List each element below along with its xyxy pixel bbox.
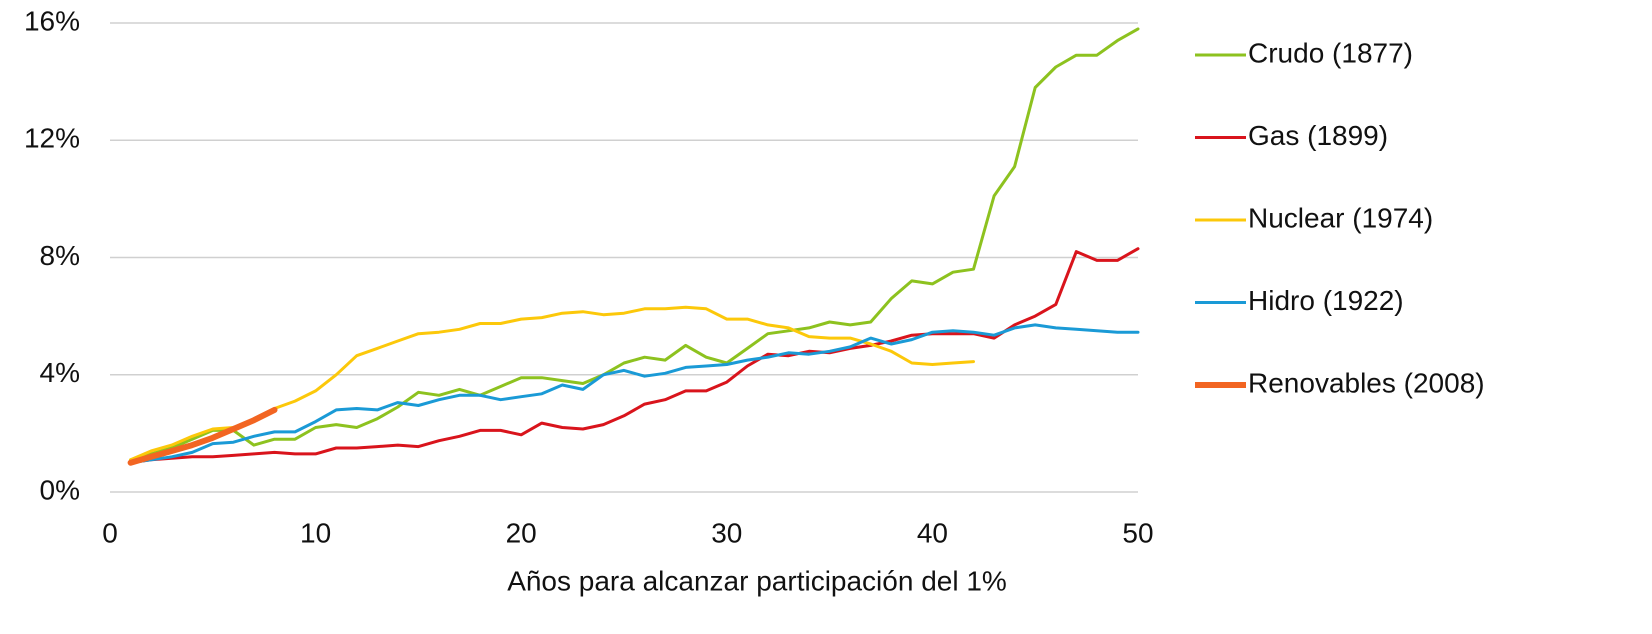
legend-label: Renovables (2008): [1248, 367, 1485, 398]
series-line: [129, 27, 1140, 462]
series-line: [127, 406, 278, 466]
y-tick-label: 0%: [40, 474, 80, 505]
legend-label: Hidro (1922): [1248, 285, 1404, 316]
y-tick-label: 12%: [24, 123, 80, 154]
legend-label: Crudo (1877): [1248, 37, 1413, 68]
series-line: [129, 247, 1140, 465]
y-tick-label: 4%: [40, 357, 80, 388]
legend-label: Gas (1899): [1248, 120, 1388, 151]
y-tick-label: 8%: [40, 240, 80, 271]
x-tick-label: 10: [300, 517, 331, 548]
x-tick-label: 30: [711, 517, 742, 548]
x-tick-label: 0: [102, 517, 118, 548]
legend-label: Nuclear (1974): [1248, 202, 1433, 233]
x-tick-label: 20: [506, 517, 537, 548]
x-tick-label: 40: [917, 517, 948, 548]
series-line: [129, 323, 1140, 465]
y-tick-label: 16%: [24, 5, 80, 36]
x-tick-label: 50: [1122, 517, 1153, 548]
x-axis-label: Años para alcanzar participación del 1%: [507, 565, 1007, 596]
